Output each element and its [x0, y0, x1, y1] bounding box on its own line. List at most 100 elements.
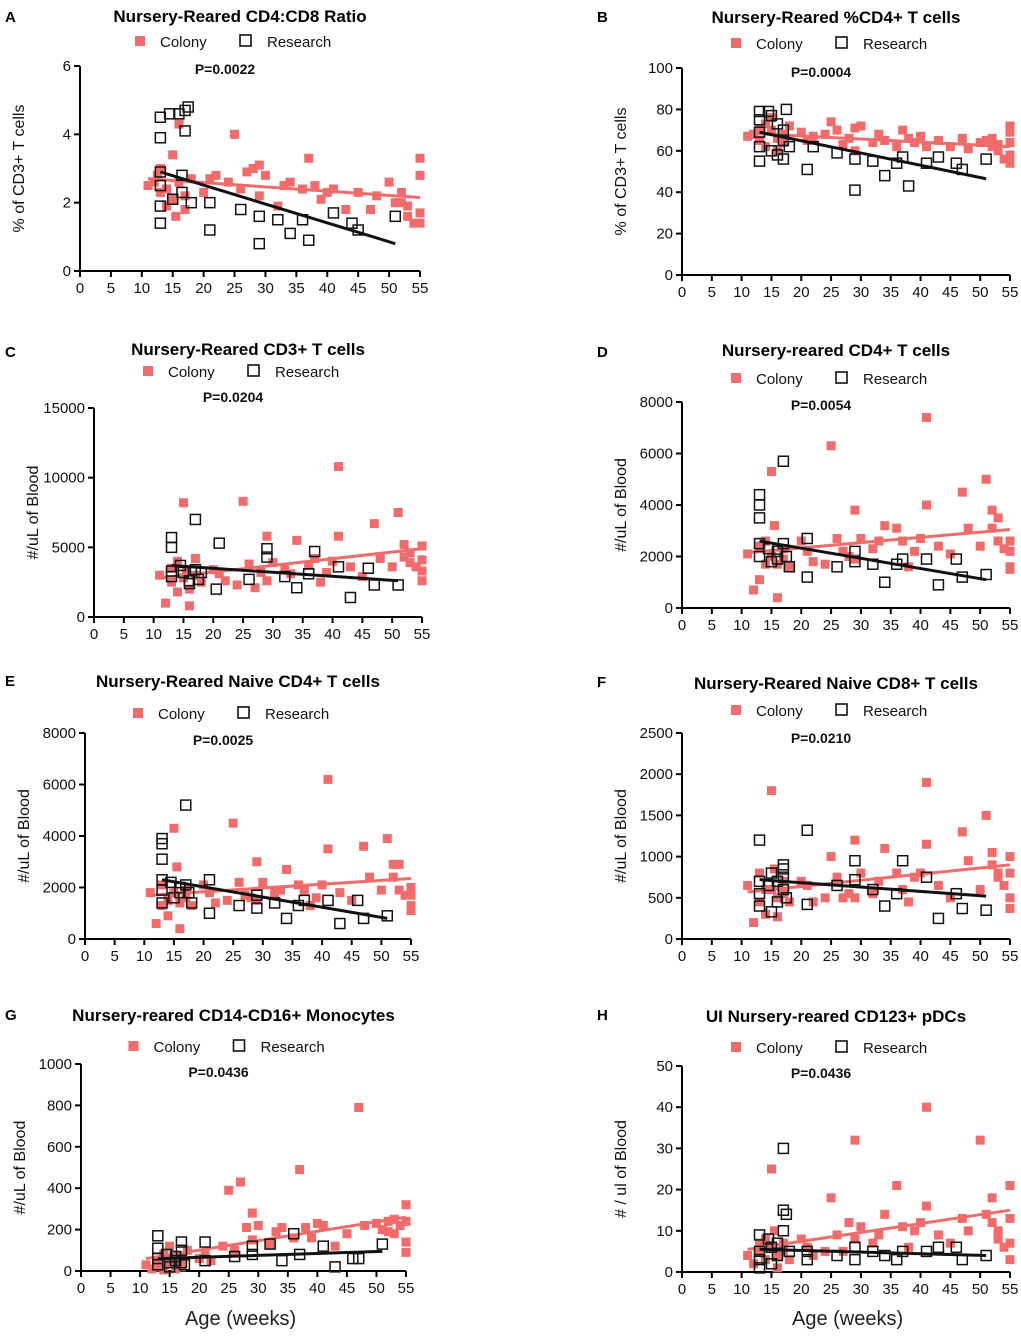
x-tick-label: 20: [195, 948, 212, 965]
x-tick-label: 40: [314, 948, 331, 965]
chart-title: Nursery-Reared CD3+ T cells: [131, 340, 365, 359]
x-tick-label: 35: [279, 1280, 296, 1297]
research-point: [329, 1261, 341, 1273]
colony-point: [311, 893, 321, 903]
colony-point: [808, 1251, 818, 1261]
colony-point: [868, 544, 878, 554]
colony-point: [772, 912, 782, 922]
research-point: [287, 1227, 300, 1240]
legend-research-marker: [232, 1039, 246, 1052]
chart-title: Nursery-reared CD14-CD16+ Monocytes: [72, 1006, 395, 1025]
colony-point: [778, 138, 788, 148]
colony-point: [186, 174, 196, 184]
x-tick-label: 50: [384, 626, 401, 643]
colony-point: [285, 177, 295, 187]
research-point: [762, 105, 775, 118]
x-tick-label: 35: [882, 617, 899, 634]
colony-point: [289, 1233, 299, 1243]
colony-point: [826, 1193, 836, 1203]
x-tick-label: 35: [882, 948, 899, 965]
x-tick-label: 25: [235, 626, 252, 643]
colony-point: [755, 868, 765, 878]
research-point: [849, 854, 861, 867]
x-tick-label: 50: [368, 1280, 385, 1297]
colony-point: [850, 123, 860, 133]
x-tick-label: 0: [90, 626, 98, 643]
x-tick-label: 55: [414, 626, 431, 643]
colony-point: [306, 1233, 316, 1243]
legend-colony-marker: [128, 1041, 139, 1051]
x-tick-label: 5: [106, 1280, 114, 1297]
x-tick-label: 45: [942, 617, 959, 634]
research-point: [902, 180, 915, 192]
colony-point: [850, 505, 860, 515]
x-tick-label: 10: [133, 280, 150, 297]
colony-point: [176, 1262, 186, 1272]
x-tick-label: 45: [942, 284, 959, 301]
colony-point: [898, 125, 908, 135]
research-point: [801, 898, 813, 911]
colony-point: [945, 1238, 955, 1248]
x-tick-label: 15: [161, 1280, 178, 1297]
colony-point: [772, 1263, 782, 1273]
x-tick-label: 5: [708, 617, 716, 634]
y-tick-label: 4000: [43, 828, 76, 845]
x-tick-label: 25: [220, 1280, 237, 1297]
x-tick-label: 30: [257, 280, 274, 297]
research-point: [765, 555, 778, 568]
chart-panel-d: D Nursery-reared CD4+ T cells Colony Resear…: [597, 341, 1018, 634]
research-point: [272, 214, 284, 226]
legend-colony-label: Colony: [756, 36, 803, 53]
colony-point: [328, 556, 338, 566]
colony-point: [145, 888, 155, 898]
x-tick-label: 0: [678, 617, 686, 634]
x-tick-label: 0: [678, 948, 686, 965]
colony-point: [820, 893, 830, 903]
research-point: [284, 227, 296, 240]
colony-point: [957, 827, 967, 837]
research-point: [279, 570, 291, 583]
colony-point: [403, 201, 413, 211]
colony-point: [147, 1264, 157, 1274]
colony-point: [769, 864, 779, 874]
x-tick-label: 20: [793, 284, 810, 301]
research-point: [956, 902, 969, 915]
research-point: [165, 531, 178, 544]
p-value: P=0.0022: [195, 61, 256, 77]
research-point: [801, 163, 813, 176]
colony-point: [910, 872, 920, 882]
p-value: P=0.0436: [791, 1065, 852, 1081]
colony-point: [880, 1209, 890, 1219]
x-tick-label: 10: [733, 948, 750, 965]
x-tick-label: 15: [166, 948, 183, 965]
research-point: [980, 904, 992, 916]
chart-title: Nursery-Reared CD4:CD8 Ratio: [113, 7, 366, 26]
colony-point: [892, 523, 902, 533]
research-point: [243, 573, 255, 586]
colony-point: [153, 1256, 163, 1266]
research-point: [771, 149, 784, 161]
research-point: [777, 134, 790, 147]
research-point: [165, 541, 178, 554]
research-point: [777, 863, 790, 875]
colony-point: [330, 1241, 340, 1251]
x-tick-label: 40: [912, 1281, 929, 1298]
research-point: [152, 1259, 164, 1271]
x-tick-label: 45: [350, 280, 367, 297]
series-research: [156, 799, 394, 930]
colony-point: [963, 1226, 973, 1236]
colony-point: [904, 897, 914, 907]
colony-point: [180, 205, 190, 214]
colony-point: [749, 1259, 759, 1269]
y-tick-label: 8000: [43, 725, 76, 742]
colony-point: [318, 1220, 328, 1230]
colony-point: [850, 835, 860, 845]
colony-point: [210, 898, 220, 908]
research-point: [175, 1244, 188, 1257]
colony-point: [187, 901, 197, 911]
colony-point: [168, 194, 178, 204]
colony-point: [366, 205, 376, 214]
legend: Colony Research: [731, 1040, 927, 1057]
series-research: [753, 824, 992, 925]
